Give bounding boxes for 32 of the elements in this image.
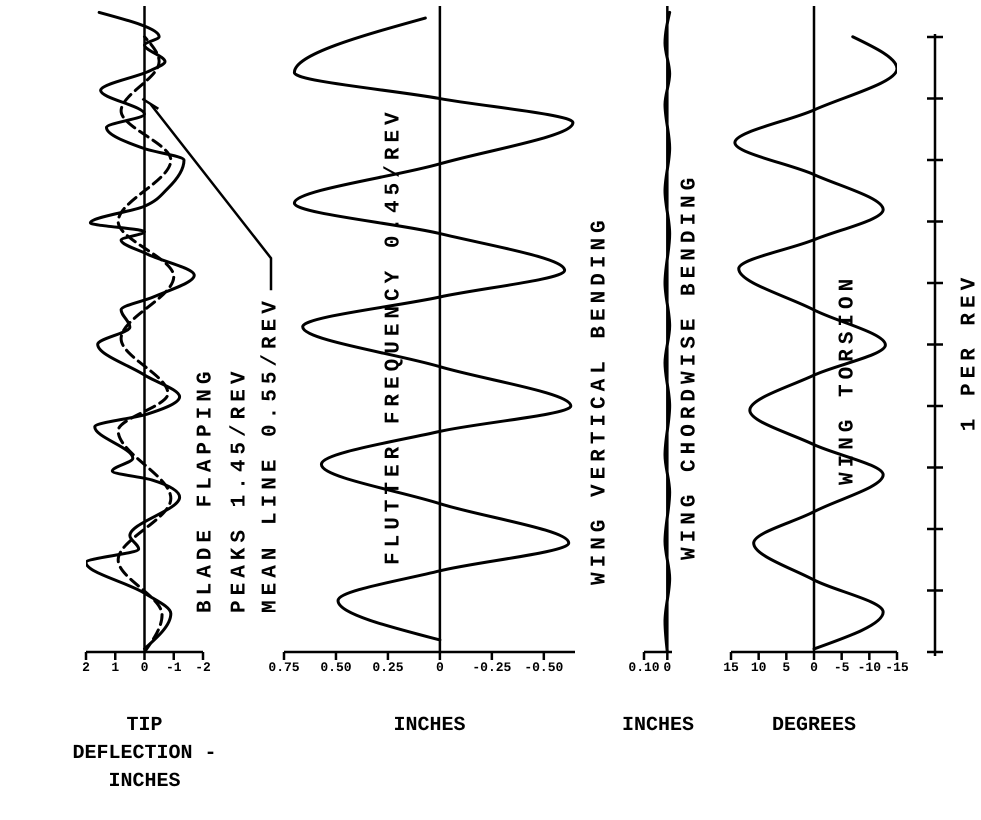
x-tick-label: 0	[140, 660, 149, 676]
annotation: FLUTTER FREQUENCY 0.45/REV	[382, 107, 406, 565]
annotation: WING TORSION	[836, 274, 860, 485]
x-tick-label: -10	[858, 660, 882, 676]
x-tick-label: 0.10	[628, 660, 660, 676]
x-axis-title: INCHES	[622, 714, 694, 737]
x-tick-label: -0.25	[472, 660, 512, 676]
x-axis-title: INCHES	[393, 714, 466, 737]
x-tick-label: 0.25	[372, 660, 404, 676]
x-tick-label: 0.50	[320, 660, 352, 676]
x-tick-label: -2	[195, 660, 211, 676]
x-tick-label: 0	[663, 660, 672, 676]
x-tick-label: -0.50	[524, 660, 564, 676]
x-tick-label: 15	[723, 660, 739, 676]
x-tick-label: -1	[166, 660, 182, 676]
text: WING VERTICAL BENDING	[588, 215, 612, 585]
annotation: MEAN LINE 0.55/REV	[260, 296, 282, 613]
x-tick-label: -15	[885, 660, 909, 676]
x-tick-label: 10	[750, 660, 767, 676]
x-tick-label: 1	[111, 660, 120, 676]
x-tick-label: 2	[82, 660, 90, 676]
x-axis-title: TIP DEFLECTION - INCHES	[72, 714, 217, 793]
x-tick-label: -5	[834, 660, 850, 676]
y-axis-title: 1 PER REV	[958, 272, 981, 432]
x-tick-label: 0	[810, 660, 818, 676]
x-tick-label: 0.75	[268, 660, 300, 676]
x-axis-title: DEGREES	[772, 714, 856, 737]
x-tick-label: 0	[436, 660, 444, 676]
text: WING CHORDWISE BENDING	[678, 172, 702, 560]
x-tick-label: 5	[782, 660, 790, 676]
annotation: BLADE FLAPPING	[194, 366, 218, 613]
text: PEAKS 1.45/REV	[228, 366, 252, 613]
